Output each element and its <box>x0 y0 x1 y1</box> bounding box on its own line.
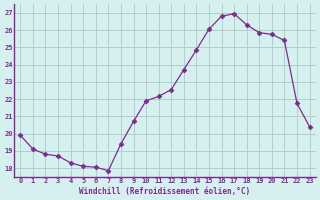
X-axis label: Windchill (Refroidissement éolien,°C): Windchill (Refroidissement éolien,°C) <box>79 187 251 196</box>
